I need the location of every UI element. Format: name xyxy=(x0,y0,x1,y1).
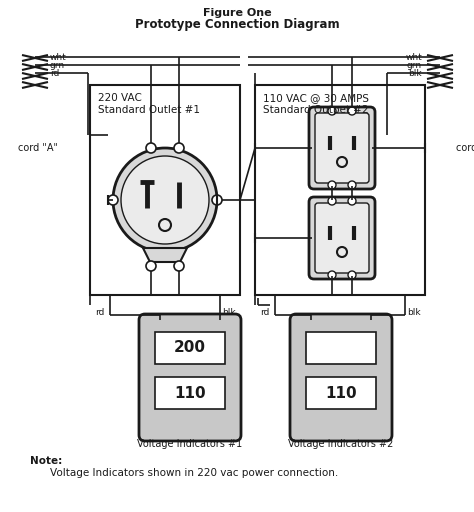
Circle shape xyxy=(212,195,222,205)
Text: 110: 110 xyxy=(325,386,357,400)
Circle shape xyxy=(174,143,184,153)
Circle shape xyxy=(348,197,356,205)
Circle shape xyxy=(121,156,209,244)
Polygon shape xyxy=(143,248,187,262)
Circle shape xyxy=(108,195,118,205)
Text: 110: 110 xyxy=(174,386,206,400)
Circle shape xyxy=(113,148,217,252)
FancyBboxPatch shape xyxy=(309,107,375,189)
Circle shape xyxy=(328,107,336,115)
Bar xyxy=(255,85,425,295)
Text: rd: rd xyxy=(95,308,104,317)
Text: wht: wht xyxy=(50,53,67,61)
Text: Voltage Indicators shown in 220 vac power connection.: Voltage Indicators shown in 220 vac powe… xyxy=(50,468,338,478)
FancyBboxPatch shape xyxy=(309,197,375,279)
Bar xyxy=(306,332,376,364)
Text: wht: wht xyxy=(405,53,422,61)
Circle shape xyxy=(337,157,347,167)
Circle shape xyxy=(146,261,156,271)
Circle shape xyxy=(328,197,336,205)
FancyBboxPatch shape xyxy=(315,203,369,273)
Circle shape xyxy=(348,271,356,279)
Circle shape xyxy=(337,247,347,257)
Circle shape xyxy=(348,107,356,115)
Text: blk: blk xyxy=(407,308,420,317)
Text: grn: grn xyxy=(407,60,422,70)
Text: Figure One: Figure One xyxy=(203,8,271,18)
Text: blk: blk xyxy=(409,69,422,77)
Text: grn: grn xyxy=(50,60,65,70)
Text: Voltage Indicators #2: Voltage Indicators #2 xyxy=(288,439,394,449)
Circle shape xyxy=(328,271,336,279)
Text: rd: rd xyxy=(50,69,59,77)
Text: 200: 200 xyxy=(174,340,206,355)
Circle shape xyxy=(174,261,184,271)
Text: cord "B": cord "B" xyxy=(456,143,474,153)
FancyBboxPatch shape xyxy=(139,314,241,441)
Circle shape xyxy=(159,219,171,231)
Bar xyxy=(155,332,225,364)
Circle shape xyxy=(146,143,156,153)
Text: 110 VAC @ 30 AMPS
Standard Outpet #2: 110 VAC @ 30 AMPS Standard Outpet #2 xyxy=(263,93,369,115)
Circle shape xyxy=(348,181,356,189)
Bar xyxy=(306,377,376,409)
Text: Note:: Note: xyxy=(30,456,62,466)
FancyBboxPatch shape xyxy=(315,113,369,183)
Circle shape xyxy=(328,181,336,189)
Text: Voltage Indicators #1: Voltage Indicators #1 xyxy=(137,439,243,449)
Text: cord "A": cord "A" xyxy=(18,143,58,153)
Text: 220 VAC
Standard Outlet #1: 220 VAC Standard Outlet #1 xyxy=(98,93,200,115)
Text: rd: rd xyxy=(260,308,269,317)
Bar xyxy=(90,85,240,295)
Bar xyxy=(155,377,225,409)
Text: blk: blk xyxy=(222,308,236,317)
Text: Prototype Connection Diagram: Prototype Connection Diagram xyxy=(135,18,339,31)
FancyBboxPatch shape xyxy=(290,314,392,441)
